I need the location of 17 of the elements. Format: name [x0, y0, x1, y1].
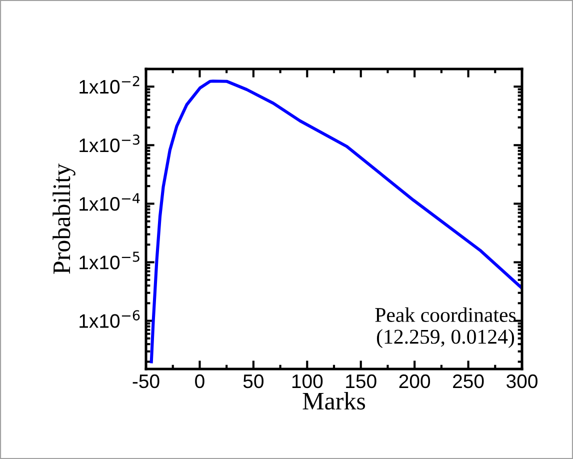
- y-axis-title: Probability: [52, 164, 76, 274]
- x-tick-label: -50: [132, 374, 160, 388]
- y-tick-label: 1x10$^{−2}$: [80, 76, 140, 94]
- x-axis-title: Marks: [302, 392, 366, 410]
- x-tick-label: 150: [346, 374, 376, 388]
- y-tick-label: 1x10$^{−3}$: [80, 134, 140, 152]
- y-tick-label: 1x10$^{−4}$: [80, 193, 140, 211]
- x-tick-label: 0: [195, 374, 204, 388]
- x-tick-label: 200: [399, 374, 430, 388]
- x-tick-label: 100: [292, 374, 323, 388]
- line-series: [150, 80, 522, 364]
- y-tick-label: 1x10$^{−5}$: [80, 252, 140, 270]
- y-tick-label: 1x10$^{−6}$: [80, 310, 140, 328]
- x-tick-label: 50: [243, 374, 264, 388]
- x-tick-label: 300: [506, 374, 538, 388]
- annotation: Peak coordinates (12.259, 0.0124): [375, 307, 516, 348]
- x-tick-label: 250: [453, 374, 484, 388]
